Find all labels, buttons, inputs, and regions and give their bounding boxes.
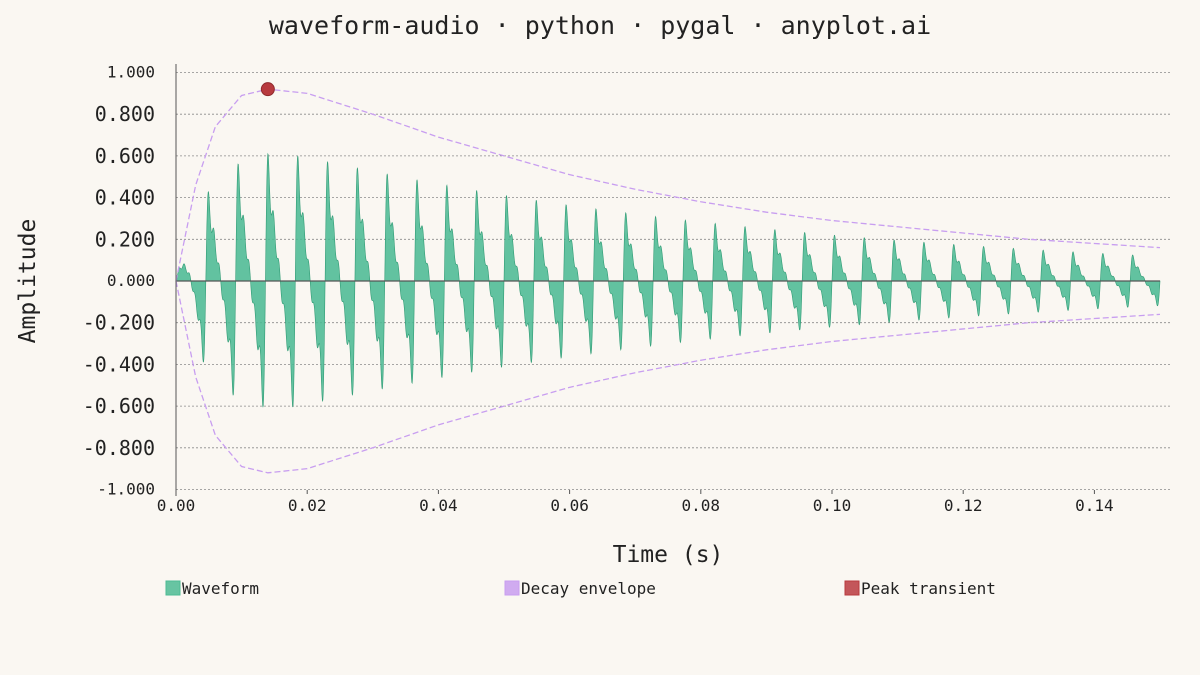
x-tick-label: 0.08 bbox=[682, 496, 721, 515]
x-tick-label: 0.06 bbox=[550, 496, 589, 515]
x-axis-label: Time (s) bbox=[613, 542, 724, 568]
legend-swatch bbox=[844, 580, 860, 596]
y-tick-label: -1.000 bbox=[97, 480, 155, 499]
plot-area bbox=[175, 82, 1161, 474]
y-tick-label: 0.400 bbox=[95, 186, 155, 210]
y-tick-label: 1.000 bbox=[107, 63, 155, 82]
legend: Waveform Decay envelope Peak transient bbox=[165, 579, 996, 598]
y-tick-label: 0.800 bbox=[95, 102, 155, 126]
y-tick-label: -0.800 bbox=[83, 436, 155, 460]
legend-label: Decay envelope bbox=[521, 579, 656, 598]
legend-label: Waveform bbox=[182, 579, 259, 598]
x-tick-label: 0.02 bbox=[288, 496, 327, 515]
x-tick-label: 0.12 bbox=[944, 496, 983, 515]
x-tick-label: 0.04 bbox=[419, 496, 458, 515]
x-tick-label: 0.14 bbox=[1075, 496, 1114, 515]
grid-lines bbox=[176, 72, 1170, 490]
y-tick-label: 0.000 bbox=[107, 271, 155, 290]
axes: 1.000 0.800 0.600 0.400 0.200 0.000 -0.200 -0.4… bbox=[83, 63, 1114, 516]
x-tick-label: 0.00 bbox=[157, 496, 196, 515]
peak-transient-marker bbox=[260, 82, 275, 97]
x-tick-label: 0.10 bbox=[813, 496, 852, 515]
y-tick-label: -0.600 bbox=[83, 394, 155, 418]
chart-title: waveform-audio · python · pygal · anyplo… bbox=[269, 11, 931, 40]
y-axis-label: Amplitude bbox=[15, 219, 41, 344]
y-tick-label: -0.200 bbox=[83, 311, 155, 335]
y-tick-label: 0.200 bbox=[95, 227, 155, 251]
decay-envelope-upper bbox=[175, 88, 1161, 282]
legend-label: Peak transient bbox=[861, 579, 996, 598]
decay-envelope-lower bbox=[175, 280, 1161, 474]
legend-swatch bbox=[165, 580, 181, 596]
y-tick-label: -0.400 bbox=[83, 352, 155, 376]
legend-swatch bbox=[504, 580, 520, 596]
y-tick-label: 0.600 bbox=[95, 144, 155, 168]
